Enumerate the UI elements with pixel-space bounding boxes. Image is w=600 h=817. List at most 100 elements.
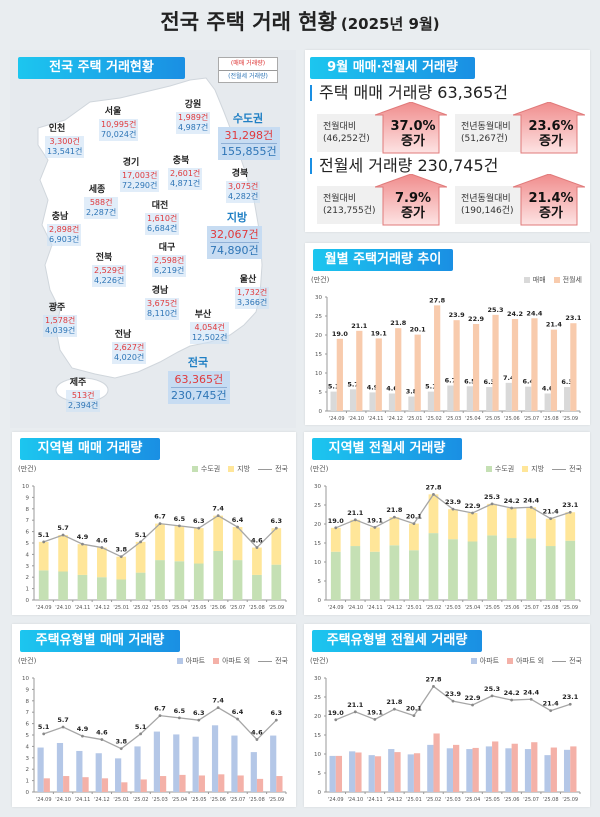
legend-rent: (전월세 거래량) <box>228 73 268 80</box>
chart-legend: 매매 전월세 <box>523 276 582 285</box>
region-values: 1,578건 4,039건 <box>43 315 78 337</box>
x-tick-label: '25.09 <box>268 605 284 611</box>
data-label: 3.8 <box>115 546 127 554</box>
line-point <box>158 714 162 718</box>
y-tick-label: 30 <box>314 484 321 490</box>
card-percent: 23.6% 증가 <box>523 119 579 149</box>
x-tick-label: '25.02 <box>426 416 442 422</box>
data-label: 7.4 <box>503 374 515 382</box>
data-label: 5.1 <box>38 531 50 539</box>
x-tick-label: '24.10 <box>55 605 71 611</box>
summary-region-values: 31,298건 155,855건 <box>218 127 280 160</box>
x-tick-label: '25.09 <box>562 797 578 803</box>
bar <box>174 561 185 600</box>
line-point <box>529 697 533 701</box>
legend-item: 매매 <box>523 276 546 285</box>
line-point <box>471 511 474 515</box>
up-arrow-icon <box>513 102 585 154</box>
line-point <box>334 526 338 530</box>
y-tick-label: 0 <box>318 790 322 796</box>
card-percent: 21.4% 증가 <box>523 191 579 221</box>
region-sales: 3,675건 <box>147 299 178 308</box>
data-label: 24.4 <box>526 309 543 317</box>
summary-region-values: 32,067건 74,890건 <box>207 226 262 259</box>
region-sales: 17,003건 <box>122 171 158 180</box>
chart-legend: 수도권 지방 전국 <box>191 465 288 474</box>
summary-rent: 230,745건 <box>171 389 227 402</box>
region-rent: 72,290건 <box>122 181 158 190</box>
bar <box>140 779 147 792</box>
data-label: 23.1 <box>562 693 579 701</box>
data-label: 6.3 <box>271 517 283 525</box>
bar <box>409 550 419 600</box>
data-label: 5.1 <box>135 531 147 539</box>
bar <box>453 320 460 411</box>
line-point <box>432 684 435 688</box>
bar <box>173 734 180 792</box>
line-point <box>412 714 416 718</box>
line-point <box>451 507 455 511</box>
line-point <box>471 703 474 707</box>
bar <box>526 507 537 539</box>
bar <box>336 338 343 411</box>
line-point <box>353 710 357 714</box>
line-point <box>61 725 65 729</box>
legend-swatch <box>507 658 514 664</box>
legend-label: 아파트 <box>185 657 206 665</box>
card-base-value: (190,146건) <box>461 206 514 216</box>
y-tick-label: 10 <box>22 484 29 490</box>
region-sales: 513건 <box>71 391 95 400</box>
data-label: 19.0 <box>328 709 345 717</box>
region-name: 대구 <box>158 243 176 253</box>
y-unit: (만건) <box>18 657 37 665</box>
y-tick-label: 5 <box>319 390 323 396</box>
y-tick-label: 3 <box>26 756 30 762</box>
legend-label: 아파트 외 <box>222 657 251 665</box>
change-card: 전월대비 (46,252건) 37.0% 증가 <box>317 102 447 154</box>
legend-swatch <box>485 466 492 472</box>
y-tick-label: 30 <box>315 295 322 301</box>
data-label: 6.4 <box>232 708 244 716</box>
line-point <box>177 524 181 528</box>
bar <box>193 528 204 564</box>
x-tick-label: '25.03 <box>152 797 168 803</box>
data-label: 21.1 <box>347 701 364 709</box>
region-sales: 10,995건 <box>101 120 137 129</box>
bar <box>211 725 219 792</box>
summary-region-values: 63,365건 230,745건 <box>168 371 230 404</box>
line-point <box>373 718 377 721</box>
bar <box>545 546 556 600</box>
region-values: 2,529건 4,226건 <box>92 265 127 287</box>
chart-title: 월별 주택거래량 추이 <box>313 249 453 271</box>
legend-label: 수도권 <box>200 465 221 473</box>
data-label: 21.4 <box>546 321 563 329</box>
region-values: 2,598건 6,219건 <box>152 255 187 277</box>
line-point <box>216 514 220 518</box>
y-tick-label: 4 <box>26 744 30 750</box>
x-tick-label: '25.05 <box>485 416 501 422</box>
x-tick-label: '24.10 <box>348 416 364 422</box>
bar <box>525 386 532 411</box>
region-rent: 4,871건 <box>170 179 201 188</box>
legend-item: 아파트 <box>470 657 499 666</box>
x-tick-label: '25.09 <box>268 797 284 803</box>
legend-item: 전국 <box>258 657 288 666</box>
x-tick-label: '25.09 <box>562 416 578 422</box>
line-point <box>529 505 533 509</box>
data-label: 3.8 <box>406 388 418 396</box>
region-name: 울산 <box>239 275 257 285</box>
summary-region-name: 전국 <box>187 356 209 369</box>
y-tick-label: 20 <box>314 522 321 528</box>
page-title: 전국 주택 거래 현황 (2025년 9월) <box>0 6 600 36</box>
data-label: 5.7 <box>57 716 69 724</box>
x-tick-label: '24.09 <box>329 416 345 422</box>
line-point <box>510 506 514 510</box>
bar <box>153 731 160 792</box>
bar <box>82 777 89 792</box>
x-tick-label: '24.11 <box>367 797 383 803</box>
x-tick-label: '25.03 <box>152 605 168 611</box>
line-point <box>490 694 494 698</box>
card-base-value: (213,755건) <box>323 206 376 216</box>
data-label: 6.5 <box>464 377 476 385</box>
bar <box>526 538 537 600</box>
